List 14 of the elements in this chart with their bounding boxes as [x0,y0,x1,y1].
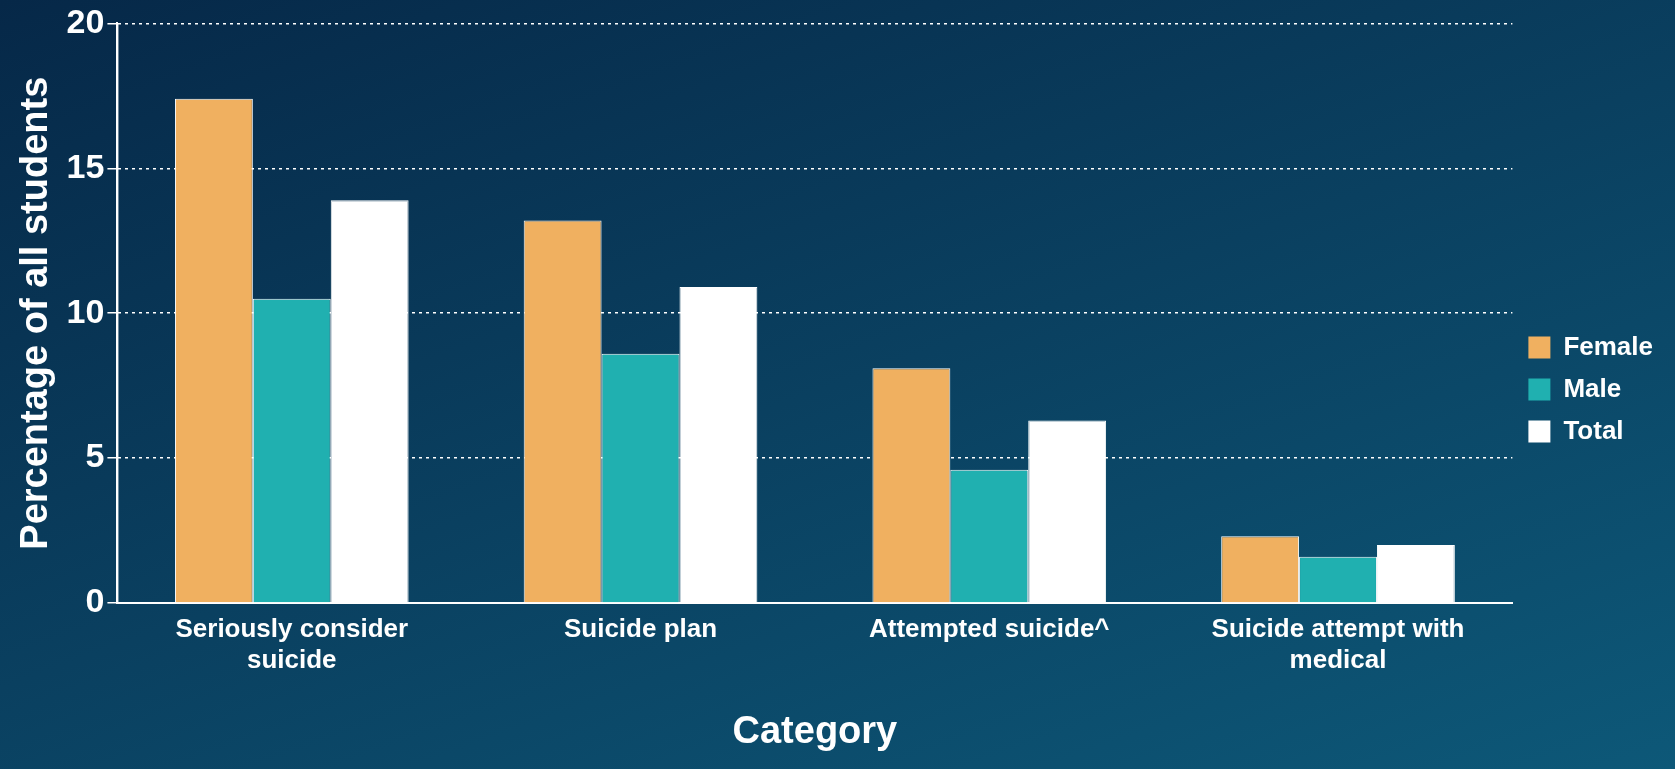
legend-label: Female [1563,330,1654,361]
y-tick-label: 0 [85,581,105,620]
y-tick-label: 20 [66,1,105,40]
y-axis-title: Percentage of all students [13,76,56,550]
x-tick-label: Seriously consider suicide [175,612,409,674]
x-axis-title: Category [732,708,898,751]
x-tick-label: Suicide plan [563,612,718,643]
legend-label: Total [1563,414,1624,445]
x-tick-label: Attempted suicide^ [869,612,1110,643]
x-tick-label: Suicide attempt with medical [1211,612,1465,674]
y-tick-label: 15 [66,146,105,185]
legend-label: Male [1563,372,1622,403]
y-tick-label: 10 [66,291,105,330]
y-tick-label: 5 [85,436,105,475]
